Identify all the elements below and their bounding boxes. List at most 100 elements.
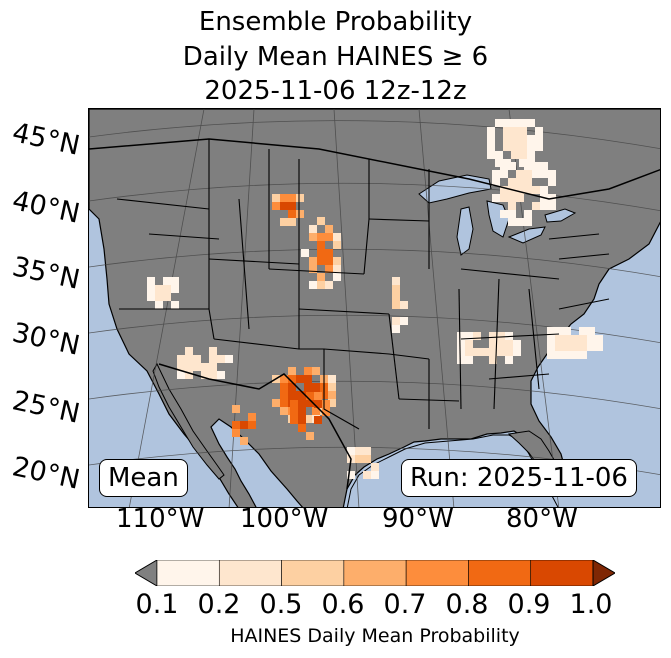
probability-cell	[535, 135, 543, 143]
probability-cell	[290, 416, 298, 424]
colorbar-bin	[343, 560, 407, 586]
probability-cell	[317, 281, 325, 289]
probability-cell	[355, 447, 363, 455]
probability-cell	[503, 159, 511, 167]
probability-cell	[317, 257, 325, 265]
probability-cell	[563, 335, 571, 343]
probability-cell	[225, 355, 233, 363]
probability-cell	[473, 332, 481, 340]
probability-cell	[248, 413, 256, 421]
probability-cell	[333, 241, 341, 249]
probability-cell	[171, 277, 179, 285]
probability-cell	[516, 170, 524, 178]
probability-cell	[209, 355, 217, 363]
probability-cell	[280, 383, 288, 391]
probability-cell	[519, 135, 527, 143]
lon-label-80w: 80°W	[506, 504, 578, 534]
probability-cell	[288, 194, 296, 202]
probability-cell	[185, 355, 193, 363]
probability-cell	[497, 332, 505, 340]
probability-cell	[272, 399, 280, 407]
lon-label-110w: 110°W	[116, 504, 205, 534]
probability-cell	[298, 424, 306, 432]
probability-cell	[240, 421, 248, 429]
probability-cell	[508, 194, 516, 202]
probability-cell	[298, 408, 306, 416]
probability-cell	[317, 233, 325, 241]
probability-cell	[325, 225, 333, 233]
probability-cell	[155, 285, 163, 293]
probability-cell	[511, 143, 519, 151]
probability-cell	[325, 249, 333, 257]
probability-cell	[497, 340, 505, 348]
lon-label-100w: 100°W	[240, 504, 329, 534]
probability-cell	[193, 355, 201, 363]
probability-cell	[489, 340, 497, 348]
probability-cell	[301, 249, 309, 257]
probability-cell	[201, 371, 209, 379]
probability-cell	[392, 293, 400, 301]
probability-cell	[524, 218, 532, 226]
probability-cell	[240, 437, 248, 445]
probability-cell	[363, 471, 371, 479]
probability-cell	[503, 127, 511, 135]
probability-cell	[457, 356, 465, 364]
lat-label-25: 25°N	[9, 385, 83, 430]
probability-cell	[217, 371, 225, 379]
probability-cell	[232, 421, 240, 429]
colorbar-bins	[156, 560, 594, 586]
probability-cell	[508, 202, 516, 210]
probability-cell	[280, 375, 288, 383]
probability-cell	[532, 186, 540, 194]
probability-cell	[333, 273, 341, 281]
probability-cell	[325, 281, 333, 289]
probability-cell	[513, 348, 521, 356]
probability-cell	[322, 400, 330, 408]
probability-cell	[516, 186, 524, 194]
colorbar-tick: 0.6	[321, 589, 365, 620]
probability-cell	[363, 455, 371, 463]
probability-cell	[325, 265, 333, 273]
probability-cell	[487, 135, 495, 143]
probability-cell	[304, 415, 312, 423]
lat-label-20: 20°N	[9, 451, 83, 496]
probability-cell	[540, 162, 548, 170]
colorbar-bin	[218, 560, 282, 586]
probability-cell	[457, 332, 465, 340]
probability-cell	[347, 471, 355, 479]
probability-cell	[511, 151, 519, 159]
probability-cell	[505, 340, 513, 348]
lat-label-45: 45°N	[9, 117, 83, 162]
probability-cell	[371, 471, 379, 479]
probability-cell	[193, 363, 201, 371]
probability-cell	[587, 335, 595, 343]
probability-cell	[296, 391, 304, 399]
probability-cell	[232, 429, 240, 437]
probability-cell	[312, 383, 320, 391]
probability-cell	[322, 408, 330, 416]
probability-cell	[571, 351, 579, 359]
probability-cell	[392, 325, 400, 333]
probability-cell	[309, 265, 317, 273]
colorbar-tick: 0.5	[259, 589, 303, 620]
probability-cell	[288, 202, 296, 210]
probability-cell	[328, 375, 336, 383]
probability-cell	[563, 351, 571, 359]
probability-cell	[392, 317, 400, 325]
probability-cell	[312, 407, 320, 415]
probability-cell	[508, 162, 516, 170]
probability-cell	[155, 293, 163, 301]
probability-cell	[317, 217, 325, 225]
probability-cell	[555, 327, 563, 335]
probability-cell	[489, 356, 497, 364]
probability-cell	[571, 343, 579, 351]
probability-cell	[555, 343, 563, 351]
probability-cell	[325, 257, 333, 265]
colorbar	[135, 560, 615, 586]
probability-cell	[217, 355, 225, 363]
probability-cell	[516, 218, 524, 226]
probability-cell	[171, 285, 179, 293]
probability-cell	[163, 285, 171, 293]
colorbar-bin	[468, 560, 532, 586]
probability-cell	[363, 447, 371, 455]
